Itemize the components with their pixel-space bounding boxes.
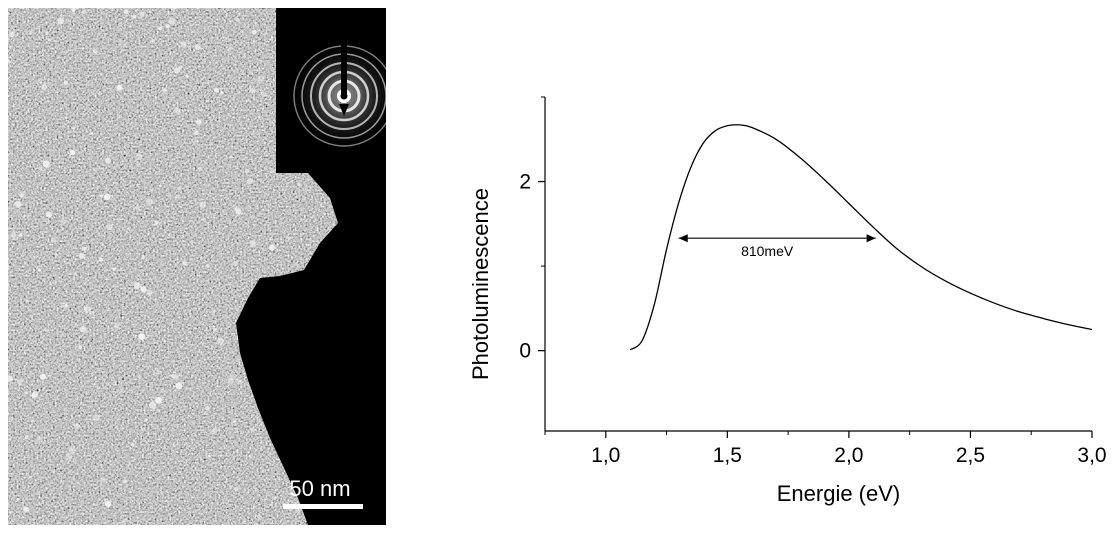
series-line (629, 124, 1093, 351)
scale-bar-label: 50 nm (289, 476, 350, 501)
scale-bar: 50 nm (283, 476, 363, 509)
y-tick-label: 0 (519, 340, 531, 363)
x-tick-label: 1,5 (713, 444, 742, 467)
x-tick-label: 2,0 (834, 444, 863, 467)
fwhm-arrow-right-head (866, 234, 876, 243)
x-axis-label: Energie (eV) (777, 481, 901, 506)
pl-spectrum-chart: 1,0 1,5 2,0 2,5 3,0 0 2 810meV Energie (eV) Ph… (450, 60, 1110, 530)
beam-stopper (341, 8, 347, 98)
tem-image: 50 nm (8, 8, 400, 525)
diffraction-pattern-inset (278, 8, 400, 168)
fwhm-arrow-left-head (678, 234, 688, 243)
y-axis-label: Photoluminescence (468, 188, 493, 380)
x-tick-label: 3,0 (1077, 444, 1106, 467)
chart-svg: 1,0 1,5 2,0 2,5 3,0 0 2 810meV Energie (eV) Ph… (468, 96, 1107, 506)
fwhm-annotation-label: 810meV (741, 243, 794, 259)
x-tick-label: 1,0 (591, 444, 620, 467)
x-tick-label: 2,5 (956, 444, 985, 467)
y-tick-label: 2 (519, 171, 531, 194)
tem-micrograph: 50 nm (8, 8, 400, 525)
